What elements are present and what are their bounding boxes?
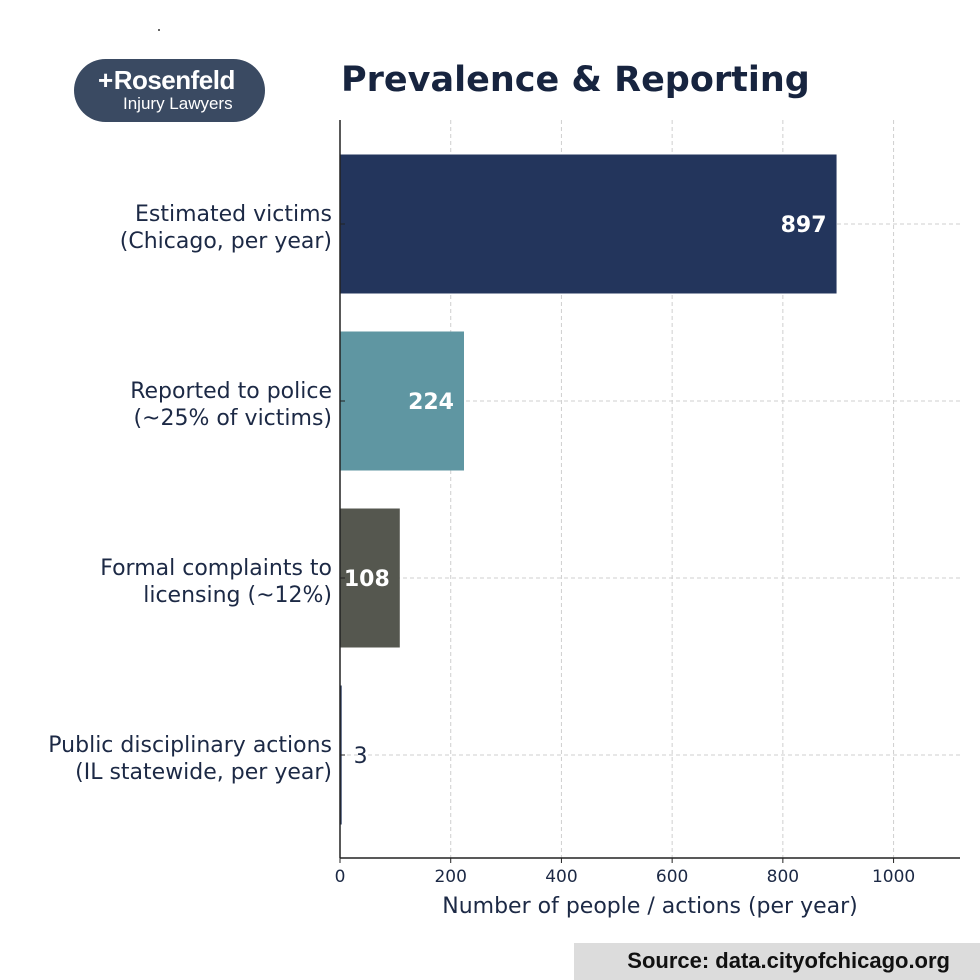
stray-dot	[158, 29, 160, 31]
bar	[340, 508, 400, 648]
source-text: Source: data.cityofchicago.org	[627, 948, 950, 973]
y-tick-label: Estimated victims	[135, 202, 332, 227]
bar	[340, 331, 464, 471]
logo-brand: +Rosenfeld	[98, 65, 235, 96]
cross-icon: +	[98, 65, 113, 95]
data-label: 224	[408, 390, 454, 415]
data-label: 897	[781, 213, 827, 238]
y-tick-label: Public disciplinary actions	[48, 733, 332, 758]
bar	[340, 154, 837, 294]
y-tick-label: (~25% of victims)	[133, 406, 332, 431]
y-tick-label: (Chicago, per year)	[120, 229, 332, 254]
y-tick-label: Reported to police	[130, 379, 332, 404]
bar-chart: 0 200 400 600 800 1000 Number of people / acti…	[48, 120, 960, 919]
x-tick-label: 800	[767, 867, 799, 887]
x-tick-label: 400	[545, 867, 577, 887]
data-label: 108	[344, 567, 390, 592]
x-tick-label: 1000	[872, 867, 915, 887]
logo-brand-text: Rosenfeld	[113, 65, 236, 95]
x-tick-label: 600	[656, 867, 688, 887]
rosenfeld-logo: +Rosenfeld Injury Lawyers	[74, 59, 265, 122]
x-tick-label: 200	[434, 867, 466, 887]
y-tick-label: Formal complaints to	[100, 556, 332, 581]
source-box: Source: data.cityofchicago.org	[574, 943, 980, 980]
data-label: 3	[354, 744, 368, 769]
y-tick-label: (IL statewide, per year)	[75, 760, 332, 785]
x-tick-label: 0	[335, 867, 346, 887]
x-axis-label: Number of people / actions (per year)	[442, 894, 858, 919]
y-tick-label: licensing (~12%)	[143, 583, 332, 608]
logo-subtitle: Injury Lawyers	[123, 94, 233, 113]
chart-title: Prevalence & Reporting	[341, 60, 810, 100]
